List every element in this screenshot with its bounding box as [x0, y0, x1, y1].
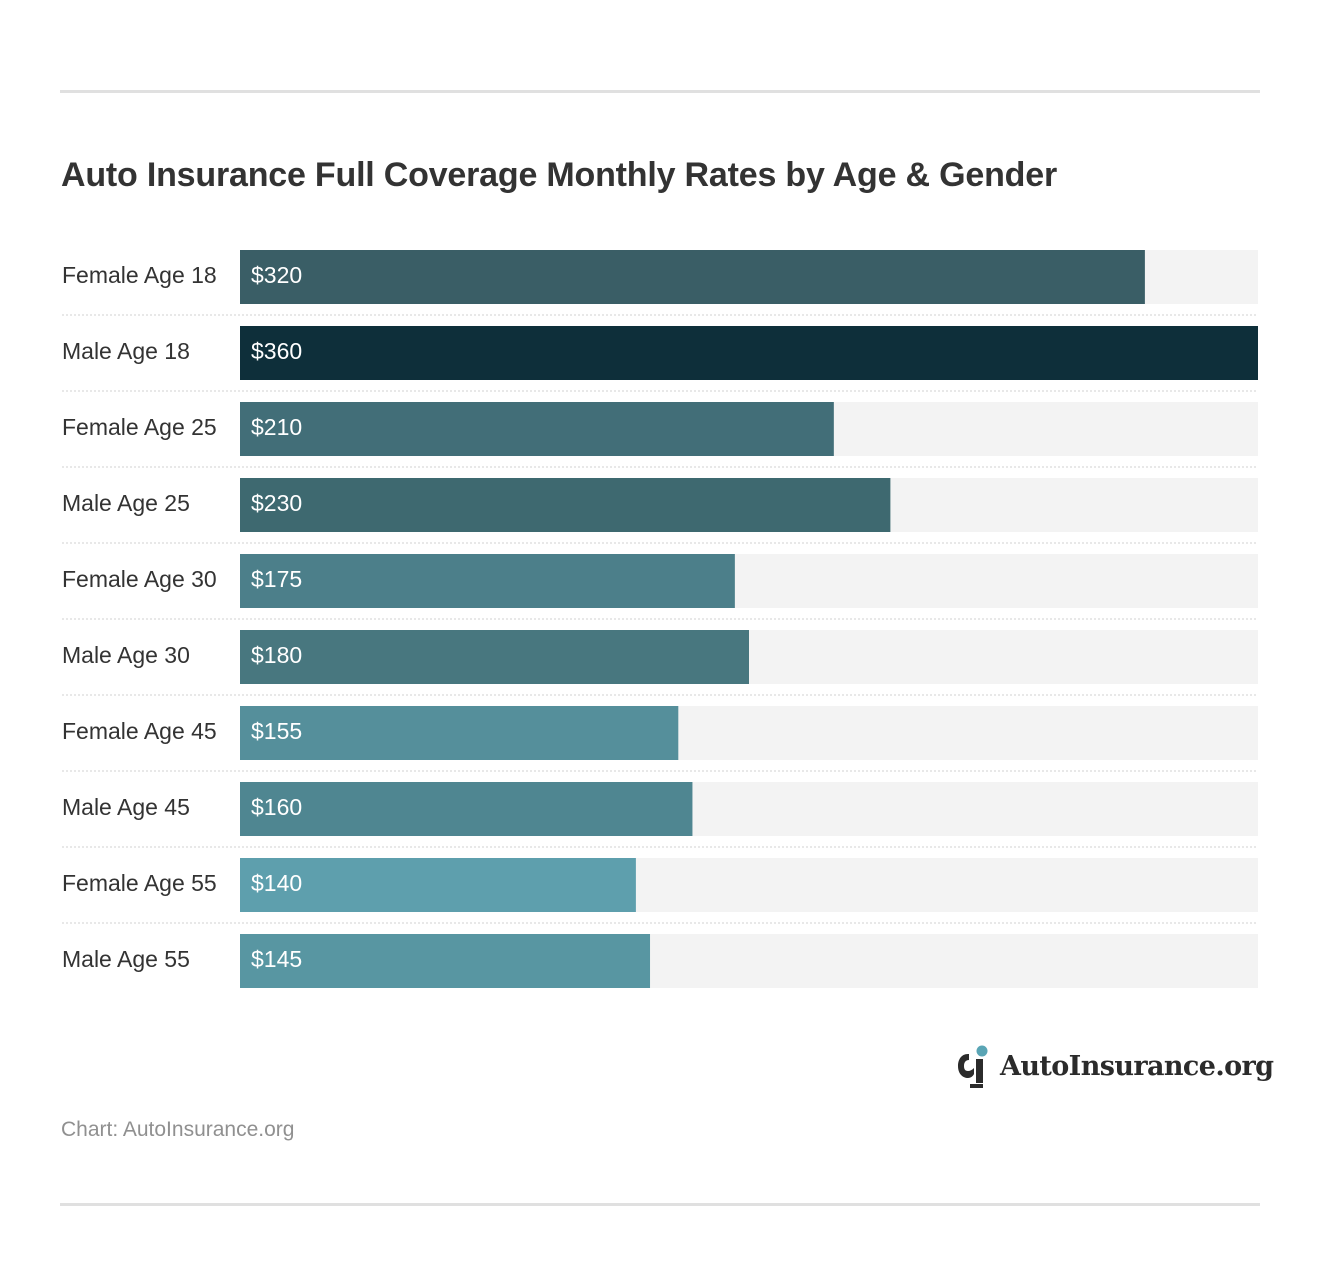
bar-female-age-25 [240, 402, 834, 456]
category-label: Male Age 18 [62, 338, 190, 364]
value-label: $140 [251, 870, 302, 896]
bar-male-age-55 [240, 934, 651, 988]
logo-wordmark: AutoInsurance.org [1000, 1050, 1274, 1082]
category-label: Female Age 55 [62, 870, 217, 896]
bar-male-age-45 [240, 782, 693, 836]
bar-female-age-30 [240, 554, 735, 608]
value-label: $360 [251, 338, 302, 364]
value-label: $210 [251, 414, 302, 440]
value-label: $320 [251, 262, 302, 288]
value-label: $155 [251, 718, 302, 744]
category-label: Male Age 55 [62, 946, 190, 972]
bar-female-age-18 [240, 250, 1145, 304]
bar-male-age-25 [240, 478, 891, 532]
bar-chart: Female Age 18 $320 Male Age 18 $360 Female A… [62, 250, 1258, 988]
category-label: Female Age 18 [62, 262, 217, 288]
category-label: Male Age 45 [62, 794, 190, 820]
category-label: Male Age 25 [62, 490, 190, 516]
category-label: Male Age 30 [62, 642, 190, 668]
bar-female-age-55 [240, 858, 636, 912]
chart-source: Chart: AutoInsurance.org [61, 1118, 295, 1141]
brand-logo: AutoInsurance.org [956, 1044, 1274, 1088]
value-label: $160 [251, 794, 302, 820]
chart-title: Auto Insurance Full Coverage Monthly Rat… [61, 156, 1057, 194]
category-label: Female Age 25 [62, 414, 217, 440]
autoinsurance-logo-icon [956, 1044, 990, 1088]
bar-male-age-18 [240, 326, 1258, 380]
bottom-divider [60, 1203, 1260, 1206]
value-label: $145 [251, 946, 302, 972]
bar-female-age-45 [240, 706, 679, 760]
bar-male-age-30 [240, 630, 749, 684]
category-label: Female Age 30 [62, 566, 217, 592]
top-divider [60, 90, 1260, 93]
category-label: Female Age 45 [62, 718, 217, 744]
value-label: $175 [251, 566, 302, 592]
value-label: $180 [251, 642, 302, 668]
value-label: $230 [251, 490, 302, 516]
